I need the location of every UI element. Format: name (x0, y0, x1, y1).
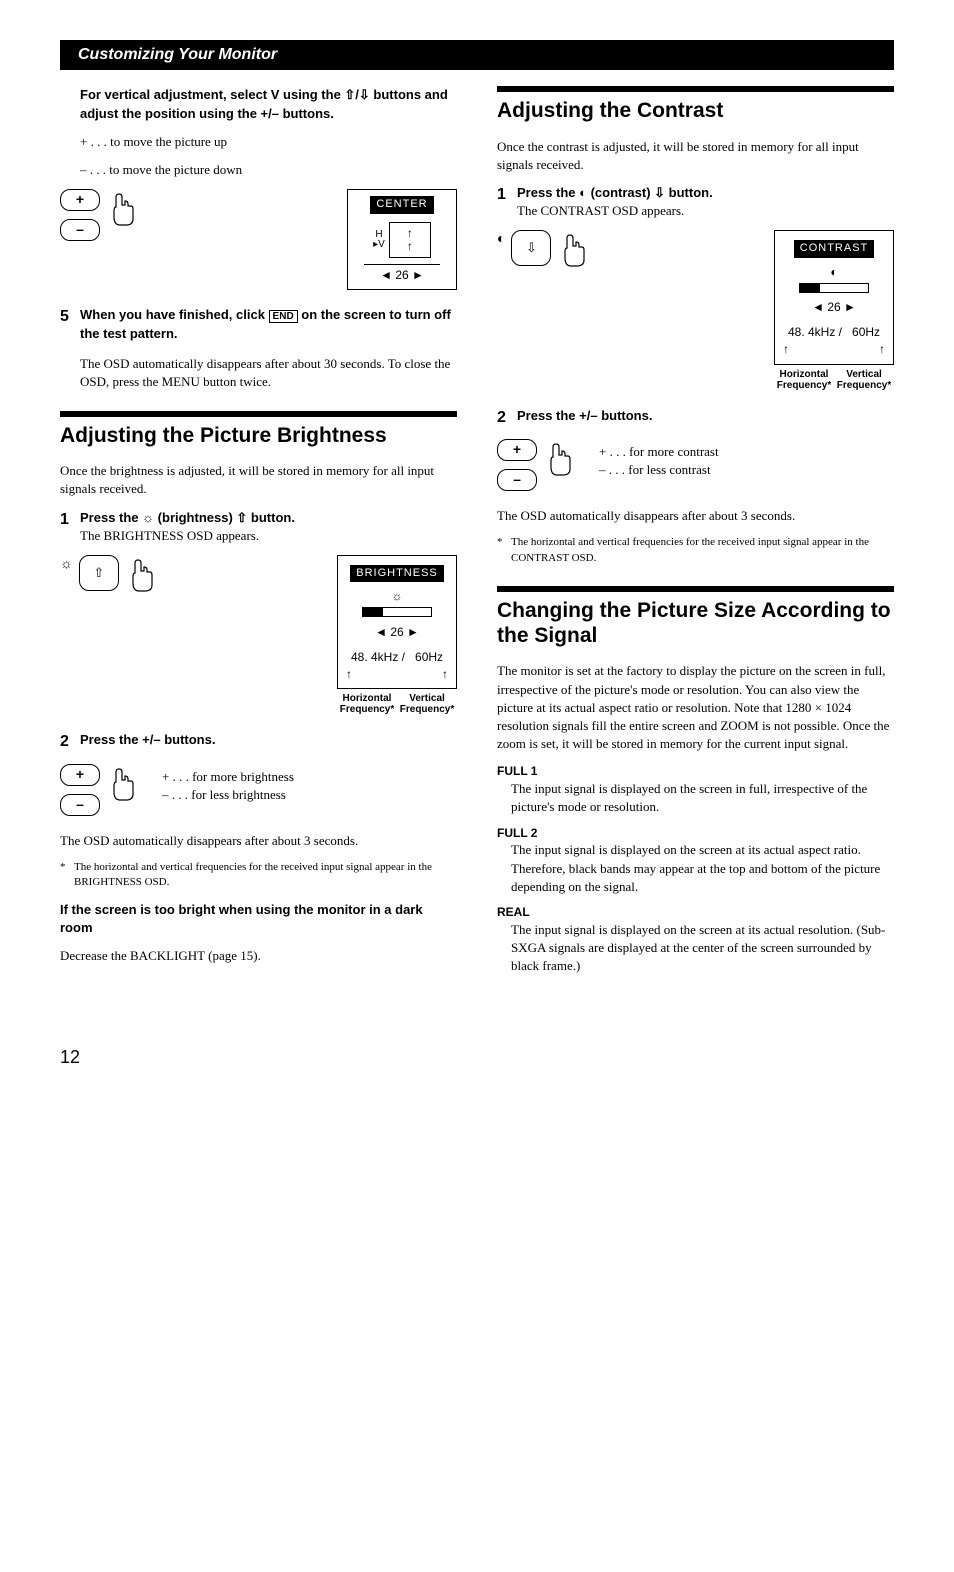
brightness-step2-num: 2 (60, 731, 80, 753)
center-osd-title: CENTER (370, 196, 433, 213)
plus-minus-buttons: + – (497, 439, 537, 491)
plus-button-icon: + (497, 439, 537, 461)
contrast-step2-num: 2 (497, 407, 517, 429)
contrast-freq-labels: HorizontalFrequency* VerticalFrequency* (774, 369, 894, 391)
contrast-auto3: The OSD automatically disappears after a… (497, 507, 894, 525)
center-inner-rect: ↑ ↑ (389, 222, 431, 258)
right-column: Adjusting the Contrast Once the contrast… (497, 86, 894, 975)
dark-room-body: Decrease the BACKLIGHT (page 15). (60, 947, 457, 965)
brightness-pm-row: + – + . . . for more brightness – . . . … (60, 764, 457, 816)
contrast-step1-title: Press the ◐ (contrast) ⇩ button. (517, 184, 894, 202)
sun-icon: ☼ (346, 588, 448, 605)
dark-room-title: If the screen is too bright when using t… (60, 902, 423, 935)
size-rule (497, 586, 894, 592)
contrast-footnote: * The horizontal and vertical frequencie… (497, 535, 894, 566)
left-column: For vertical adjustment, select V using … (60, 86, 457, 975)
contrast-step1-sub: The CONTRAST OSD appears. (517, 202, 894, 220)
plus-button-icon: + (60, 764, 100, 786)
brightness-figure-row: ☼ ⇧ BRIGHTNESS ☼ ◄ 26 ► 48. 4kHz / 60Hz … (60, 555, 457, 715)
full1-term: FULL 1 (497, 763, 894, 780)
contrast-icon: ◐ (783, 264, 885, 281)
hand-pointer-icon (106, 764, 142, 804)
hand-pointer-icon (125, 555, 161, 595)
brightness-minus-note: – . . . for less brightness (162, 786, 294, 804)
contrast-step1-num: 1 (497, 184, 517, 220)
contrast-osd-title: CONTRAST (794, 240, 875, 257)
center-osd-box: CENTER H▸V ↑ ↑ ◄ 26 ► (347, 189, 457, 290)
section-header: Customizing Your Monitor (60, 40, 894, 70)
brightness-plus-note: + . . . for more brightness (162, 768, 294, 786)
brightness-osd-title: BRIGHTNESS (350, 565, 444, 582)
brightness-step1-sub: The BRIGHTNESS OSD appears. (80, 527, 457, 545)
minus-button-icon: – (497, 469, 537, 491)
contrast-step2-title: Press the +/– buttons. (517, 407, 894, 425)
osd-auto-30: The OSD automatically disappears after a… (80, 355, 457, 391)
minus-button-icon: – (60, 794, 100, 816)
hfreq-label: HorizontalFrequency* (777, 369, 831, 391)
brightness-bar (362, 607, 432, 617)
size-intro: The monitor is set at the factory to dis… (497, 662, 894, 753)
contrast-title: Adjusting the Contrast (497, 98, 894, 123)
brightness-rule (60, 411, 457, 417)
move-up-note: + . . . to move the picture up (80, 133, 457, 151)
hand-pointer-icon (106, 189, 142, 229)
end-button-label: END (269, 310, 298, 323)
step-5-text: When you have finished, click END on the… (80, 307, 451, 340)
contrast-plus-note: + . . . for more contrast (599, 443, 719, 461)
vertical-adjust-intro: For vertical adjustment, select V using … (80, 87, 448, 120)
contrast-bar (799, 283, 869, 293)
contrast-osd-freq: 48. 4kHz / 60Hz (783, 324, 885, 341)
brightness-footnote: * The horizontal and vertical frequencie… (60, 860, 457, 891)
center-osd-value: ◄ 26 ► (356, 267, 448, 284)
brightness-title: Adjusting the Picture Brightness (60, 423, 457, 448)
step-5-num: 5 (60, 306, 80, 342)
plus-minus-buttons: + – (60, 189, 100, 241)
full1-body: The input signal is displayed on the scr… (511, 780, 894, 816)
vfreq-label: VerticalFrequency* (837, 369, 891, 391)
brightness-step1-num: 1 (60, 509, 80, 545)
brightness-step1-title: Press the ☼ (brightness) ⇧ button. (80, 509, 457, 527)
contrast-icon: ◐ (497, 230, 505, 250)
contrast-pm-row: + – + . . . for more contrast – . . . fo… (497, 439, 894, 491)
real-term: REAL (497, 904, 894, 921)
brightness-step2-title: Press the +/– buttons. (80, 731, 457, 749)
two-column-layout: For vertical adjustment, select V using … (60, 86, 894, 975)
full2-body: The input signal is displayed on the scr… (511, 841, 894, 896)
vfreq-label: VerticalFrequency* (400, 693, 454, 715)
contrast-minus-note: – . . . for less contrast (599, 461, 719, 479)
brightness-intro: Once the brightness is adjusted, it will… (60, 462, 457, 498)
hfreq-label: HorizontalFrequency* (340, 693, 394, 715)
sun-icon: ☼ (60, 555, 73, 575)
brightness-osd: BRIGHTNESS ☼ ◄ 26 ► 48. 4kHz / 60Hz ↑↑ (337, 555, 457, 689)
contrast-intro: Once the contrast is adjusted, it will b… (497, 138, 894, 174)
move-down-note: – . . . to move the picture down (80, 161, 457, 179)
contrast-rule (497, 86, 894, 92)
size-title: Changing the Picture Size According to t… (497, 598, 894, 648)
plus-minus-buttons: + – (60, 764, 100, 816)
brightness-freq-labels: HorizontalFrequency* VerticalFrequency* (337, 693, 457, 715)
full2-term: FULL 2 (497, 825, 894, 842)
plus-button-icon: + (60, 189, 100, 211)
minus-button-icon: – (60, 219, 100, 241)
brightness-auto3: The OSD automatically disappears after a… (60, 832, 457, 850)
contrast-figure-row: ◐ ⇩ CONTRAST ◐ ◄ 26 ► 48. 4kHz / 60Hz ↑↑ (497, 230, 894, 390)
down-arrow-button-icon: ⇩ (511, 230, 551, 266)
hand-pointer-icon (543, 439, 579, 479)
contrast-osd: CONTRAST ◐ ◄ 26 ► 48. 4kHz / 60Hz ↑↑ (774, 230, 894, 364)
real-body: The input signal is displayed on the scr… (511, 921, 894, 976)
hand-pointer-icon (557, 230, 593, 270)
center-figure-row: + – CENTER H▸V ↑ ↑ ◄ 26 ► (60, 189, 457, 290)
hv-label: H▸V (373, 230, 385, 250)
brightness-osd-value: ◄ 26 ► (346, 624, 448, 641)
up-arrow-button-icon: ⇧ (79, 555, 119, 591)
contrast-osd-value: ◄ 26 ► (783, 299, 885, 316)
brightness-osd-freq: 48. 4kHz / 60Hz (346, 649, 448, 666)
page-number: 12 (60, 1045, 894, 1070)
